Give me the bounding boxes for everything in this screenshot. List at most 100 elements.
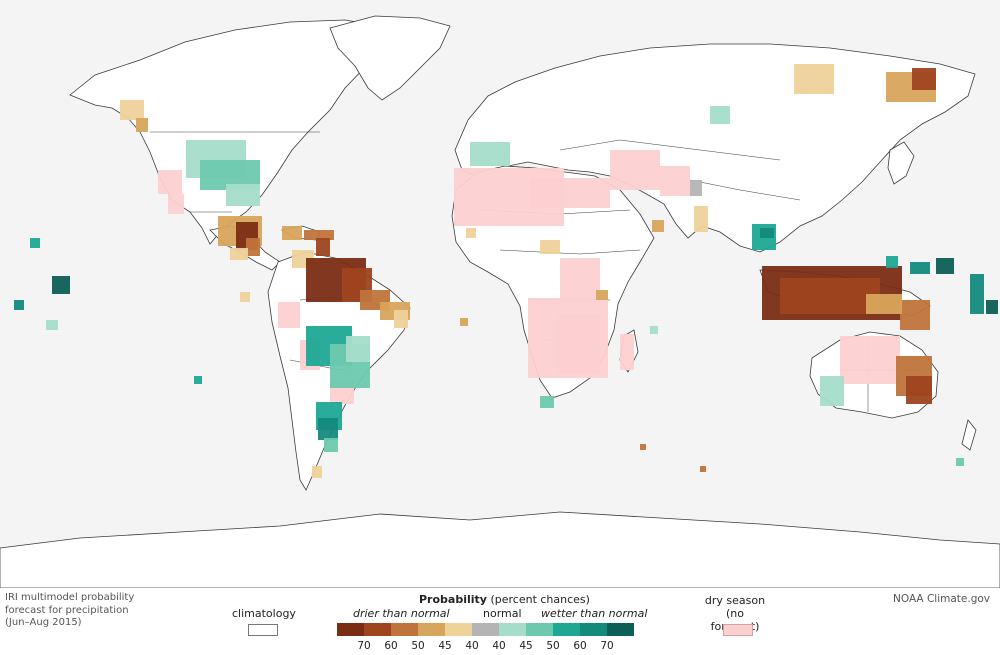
forecast-cell [226, 184, 260, 206]
forecast-cell [540, 240, 560, 254]
scale-swatch [607, 623, 634, 636]
japan-landmass [887, 141, 915, 185]
eurasia-landmass [454, 43, 976, 253]
scale-tick-label: 70 [357, 640, 371, 652]
forecast-cell [710, 106, 730, 124]
caption-line-2: forecast for precipitation [5, 604, 129, 616]
probability-title: Probability [419, 593, 487, 606]
dry-season-cell [530, 178, 610, 208]
scale-tick-label: 60 [384, 640, 398, 652]
forecast-cell [246, 238, 260, 256]
probability-subtitle: (percent chances) [490, 593, 590, 606]
scale-tick-label: 60 [573, 640, 587, 652]
probability-legend-title: Probability (percent chances) [419, 593, 590, 606]
dry-season-cell [158, 170, 182, 194]
normal-label: normal [483, 607, 522, 620]
forecast-cell [470, 142, 510, 166]
scale-swatch [580, 623, 607, 636]
scale-swatch [364, 623, 391, 636]
forecast-cell [690, 180, 702, 196]
greenland-landmass [329, 15, 451, 101]
forecast-cell [820, 376, 844, 406]
precipitation-forecast-map [0, 0, 1000, 588]
world-map [0, 15, 1000, 588]
forecast-cell [912, 68, 936, 90]
forecast-cell [652, 220, 664, 232]
scale-swatch [391, 623, 418, 636]
antarctica-landmass [0, 511, 1000, 588]
forecast-cell [304, 230, 334, 240]
forecast-cell [694, 206, 708, 232]
forecast-cell [866, 294, 902, 314]
new-zealand-landmass [961, 419, 977, 451]
forecast-cell [956, 458, 964, 466]
forecast-cell [318, 418, 338, 440]
forecast-cell [794, 64, 834, 94]
forecast-cell [282, 226, 302, 240]
forecast-probability-cells [14, 64, 998, 478]
forecast-cell [194, 376, 202, 384]
forecast-cell [346, 336, 370, 362]
forecast-cell [312, 466, 322, 478]
scale-swatch [445, 623, 472, 636]
scale-swatch [418, 623, 445, 636]
dry-season-cell [560, 258, 600, 302]
forecast-cell [936, 258, 954, 274]
forecast-cell [316, 238, 330, 256]
probability-color-scale [337, 623, 634, 636]
scale-swatch [472, 623, 499, 636]
forecast-cell [640, 444, 646, 450]
scale-tick-label: 70 [600, 640, 614, 652]
dry-season-cell [660, 166, 690, 196]
forecast-cell [540, 396, 554, 408]
forecast-cell [886, 256, 898, 268]
dry-season-cell [168, 194, 184, 214]
forecast-cell [460, 318, 468, 326]
forecast-cell [230, 248, 248, 260]
scale-swatch [499, 623, 526, 636]
drier-label: drier than normal [353, 607, 450, 620]
climatology-swatch [248, 624, 278, 636]
scale-swatch [337, 623, 364, 636]
dry-season-cell [556, 314, 600, 374]
forecast-cell [986, 300, 998, 314]
forecast-cell [324, 438, 338, 452]
forecast-cell [30, 238, 40, 248]
forecast-cell [14, 300, 24, 310]
scale-tick-label: 45 [438, 640, 452, 652]
forecast-cell [910, 262, 930, 274]
forecast-cell [900, 300, 930, 330]
dry-season-line-1: dry season [704, 594, 766, 607]
caption-line-3: (Jun–Aug 2015) [5, 617, 82, 628]
scale-swatch [526, 623, 553, 636]
dry-season-cell [840, 336, 900, 384]
scale-tick-label: 50 [546, 640, 560, 652]
forecast-cell [120, 100, 144, 120]
scale-swatch [553, 623, 580, 636]
wetter-label: wetter than normal [541, 607, 648, 620]
map-caption: IRI multimodel probability forecast for … [5, 592, 134, 630]
forecast-cell [906, 376, 932, 404]
caption-line-1: IRI multimodel probability [5, 592, 135, 603]
forecast-cell [760, 228, 774, 238]
scale-tick-label: 50 [411, 640, 425, 652]
dry-season-swatch [723, 624, 753, 636]
forecast-cell [650, 326, 658, 334]
forecast-cell [700, 466, 706, 472]
forecast-cell [466, 228, 476, 238]
dry-season-cell [620, 334, 634, 370]
forecast-cell [240, 292, 250, 302]
forecast-cell [136, 118, 148, 132]
probability-tick-labels: 70 60 50 45 40 40 45 50 60 70 [337, 640, 621, 652]
scale-tick-label: 40 [465, 640, 479, 652]
forecast-cell [970, 274, 984, 314]
credit-label: NOAA Climate.gov [893, 593, 990, 605]
forecast-cell [46, 320, 58, 330]
forecast-cell [394, 310, 408, 328]
forecast-cell [780, 278, 880, 314]
dry-season-cell [610, 150, 660, 190]
scale-tick-label: 45 [519, 640, 533, 652]
climatology-label: climatology [232, 607, 296, 620]
forecast-cell [596, 290, 608, 300]
scale-tick-label: 40 [492, 640, 506, 652]
